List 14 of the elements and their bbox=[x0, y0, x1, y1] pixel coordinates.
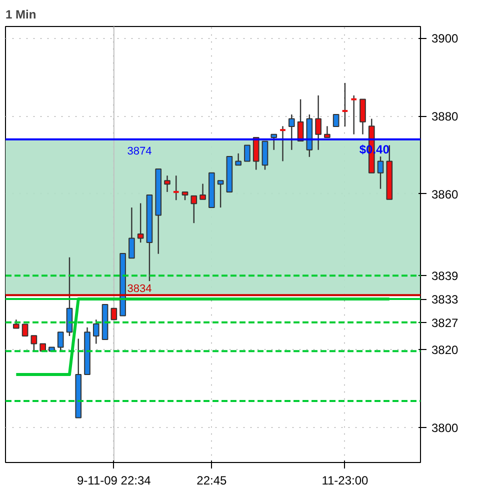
y-tick-label: 3800 bbox=[432, 420, 459, 435]
y-tick-label: 3880 bbox=[432, 110, 459, 124]
ref-line-label: 3839 bbox=[432, 269, 459, 284]
x-tick-label: 22:45 bbox=[196, 474, 228, 488]
y-tick-label: 3860 bbox=[432, 187, 459, 202]
ref-line-label: 3874 bbox=[127, 145, 152, 158]
ref-line-label: 3834 bbox=[127, 283, 152, 296]
y-tick-label: 3820 bbox=[432, 343, 459, 358]
chart-title: 1 Min bbox=[6, 8, 36, 22]
ref-line-label: 3827 bbox=[432, 316, 459, 330]
x-tick-label: 9-11-09 22:34 bbox=[77, 474, 152, 488]
ref-line-label: 3833 bbox=[432, 292, 459, 306]
x-tick-label: 11-23:00 bbox=[322, 474, 369, 488]
y-tick-label: 3900 bbox=[432, 32, 459, 46]
